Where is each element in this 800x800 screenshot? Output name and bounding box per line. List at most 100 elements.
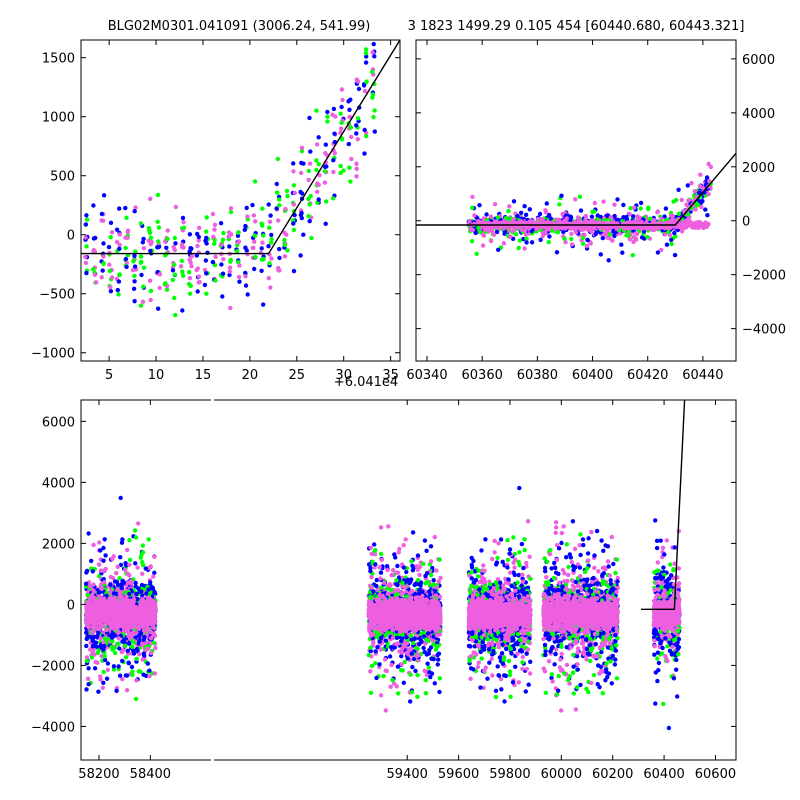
data-point <box>260 206 265 211</box>
data-point <box>266 276 271 281</box>
data-point <box>488 238 494 244</box>
data-point <box>146 537 151 542</box>
data-point <box>187 269 192 275</box>
y-tick-label: 1500 <box>42 52 75 67</box>
data-point <box>687 222 692 227</box>
data-point <box>634 231 640 237</box>
data-point <box>491 232 497 237</box>
data-point <box>140 240 145 245</box>
data-point <box>496 220 502 225</box>
data-point <box>147 668 152 673</box>
data-point <box>114 688 119 693</box>
data-point <box>546 212 552 218</box>
data-point <box>179 258 185 264</box>
data-point <box>124 688 130 693</box>
data-point <box>145 646 151 651</box>
data-point <box>170 277 176 283</box>
data-point <box>593 231 598 237</box>
data-point <box>84 630 89 635</box>
data-point <box>212 241 217 246</box>
data-point <box>308 193 313 199</box>
data-point <box>123 619 129 624</box>
data-point <box>576 219 581 225</box>
data-point <box>136 641 142 646</box>
data-point <box>621 202 626 208</box>
data-point <box>91 635 96 640</box>
data-point <box>84 570 89 575</box>
data-point <box>339 120 344 126</box>
data-point <box>523 232 529 237</box>
data-point <box>583 213 589 219</box>
data-point <box>330 196 336 201</box>
data-point <box>627 211 632 216</box>
data-point <box>506 208 511 214</box>
data-point <box>220 294 225 299</box>
full-panel: 58200 58400 59400 59600 59800 60000 60200 60400… <box>31 399 737 782</box>
data-point <box>692 189 697 194</box>
data-point <box>181 225 187 230</box>
data-point <box>269 240 274 245</box>
data-point <box>236 239 242 244</box>
data-point <box>590 209 595 214</box>
data-point <box>196 274 202 279</box>
data-point <box>325 114 330 119</box>
x-tick-label: 35 <box>382 368 399 383</box>
data-point <box>140 571 145 576</box>
x-tick-label: 30 <box>335 368 352 383</box>
x-tick-label: 20 <box>242 368 259 383</box>
data-point <box>477 220 482 225</box>
data-point <box>123 256 129 262</box>
data-point <box>121 580 127 585</box>
data-point <box>502 218 507 224</box>
x-tick-label: 60400 <box>572 368 613 383</box>
data-point <box>434 568 439 573</box>
data-point <box>243 270 248 276</box>
data-point <box>135 565 140 570</box>
data-point <box>706 221 711 227</box>
data-point <box>211 234 216 240</box>
data-point <box>371 114 376 120</box>
data-point <box>597 220 602 225</box>
data-point <box>128 625 134 630</box>
data-point <box>568 226 573 231</box>
data-point <box>132 299 137 304</box>
scatter-points <box>466 161 714 263</box>
data-point <box>204 215 209 220</box>
data-point <box>557 223 562 228</box>
data-point <box>107 609 112 614</box>
data-point <box>170 268 176 273</box>
data-point <box>277 203 282 208</box>
data-point <box>485 217 490 223</box>
data-point <box>203 258 209 263</box>
x-tick-label: 15 <box>195 368 212 383</box>
data-point <box>561 229 566 235</box>
data-point <box>156 244 161 250</box>
data-point <box>101 261 106 266</box>
data-point <box>501 241 507 246</box>
data-point <box>638 200 644 206</box>
data-point <box>340 97 345 103</box>
data-point <box>221 257 226 262</box>
data-point <box>628 206 633 211</box>
data-point <box>705 213 710 218</box>
data-point <box>108 235 113 240</box>
data-point <box>484 212 489 217</box>
y-tick-label: 0 <box>742 215 750 230</box>
data-point <box>679 229 685 234</box>
data-point <box>83 581 89 586</box>
data-point <box>124 594 129 599</box>
data-point <box>148 288 154 294</box>
data-point <box>101 241 106 246</box>
data-point <box>681 220 686 225</box>
data-point <box>187 249 192 254</box>
data-point <box>134 614 139 619</box>
data-point <box>144 614 149 619</box>
data-point <box>134 620 139 626</box>
data-point <box>104 627 109 633</box>
data-point <box>130 672 135 678</box>
data-point <box>103 617 108 622</box>
data-point <box>95 603 100 608</box>
data-point <box>266 202 271 207</box>
data-point <box>119 583 124 588</box>
data-point <box>180 308 185 313</box>
